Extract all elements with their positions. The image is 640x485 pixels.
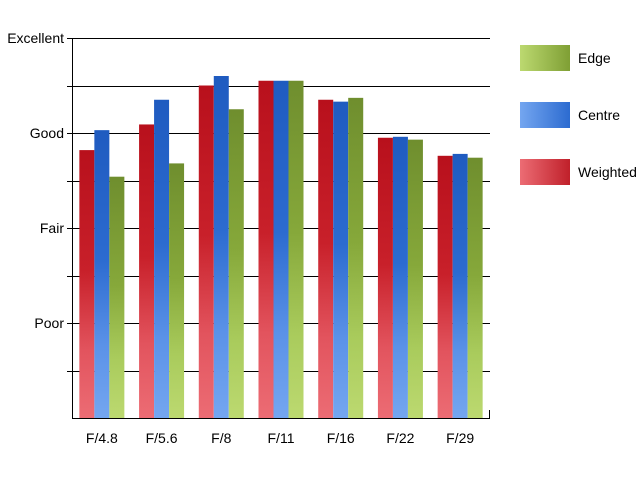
legend: Edge Centre Weighted xyxy=(520,45,637,185)
bar-weighted-f16 xyxy=(318,99,334,418)
bar-centre-f16 xyxy=(333,101,349,419)
y-tick-label: Poor xyxy=(34,315,64,331)
bar-edge-f29 xyxy=(467,157,483,418)
bars xyxy=(79,76,483,419)
bar-centre-f8 xyxy=(213,76,229,418)
bar-weighted-f29 xyxy=(437,155,453,419)
x-tick-label: F/16 xyxy=(327,430,355,446)
x-tick-label: F/29 xyxy=(446,430,474,446)
bar-weighted-f8 xyxy=(198,85,214,418)
x-tick-label: F/22 xyxy=(386,430,414,446)
x-tick-label: F/11 xyxy=(268,430,295,446)
legend-swatch-weighted xyxy=(520,159,570,185)
legend-label-edge: Edge xyxy=(578,50,611,66)
y-tick-label: Good xyxy=(30,125,64,141)
bar-centre-f22 xyxy=(392,136,408,419)
x-tick-label: F/4.8 xyxy=(86,430,118,446)
bar-centre-f11 xyxy=(273,80,289,418)
bar-centre-f56 xyxy=(154,99,170,418)
bar-weighted-f22 xyxy=(377,137,393,418)
bar-centre-f48 xyxy=(94,130,110,418)
legend-swatch-edge xyxy=(520,45,570,71)
legend-label-centre: Centre xyxy=(578,107,620,123)
legend-label-weighted: Weighted xyxy=(578,164,637,180)
bar-weighted-f11 xyxy=(258,80,274,418)
x-tick-label: F/5.6 xyxy=(146,430,178,446)
bar-weighted-f56 xyxy=(139,124,155,418)
legend-swatch-centre xyxy=(520,102,570,128)
y-tick-label: Fair xyxy=(40,220,64,236)
y-tick-label: Excellent xyxy=(7,30,64,46)
bar-edge-f11 xyxy=(288,80,304,418)
bar-edge-f48 xyxy=(109,176,125,418)
bar-weighted-f48 xyxy=(79,150,95,418)
bar-edge-f22 xyxy=(407,139,423,418)
bar-centre-f29 xyxy=(452,153,468,418)
bar-edge-f8 xyxy=(228,109,244,418)
axes: F/4.8 F/5.6 F/8 F/11 F/16 F/22 F/29 Poor Fair Goo… xyxy=(7,30,490,446)
x-tick-label: F/8 xyxy=(211,430,231,446)
bar-edge-f16 xyxy=(348,97,364,418)
bar-edge-f56 xyxy=(169,163,185,418)
